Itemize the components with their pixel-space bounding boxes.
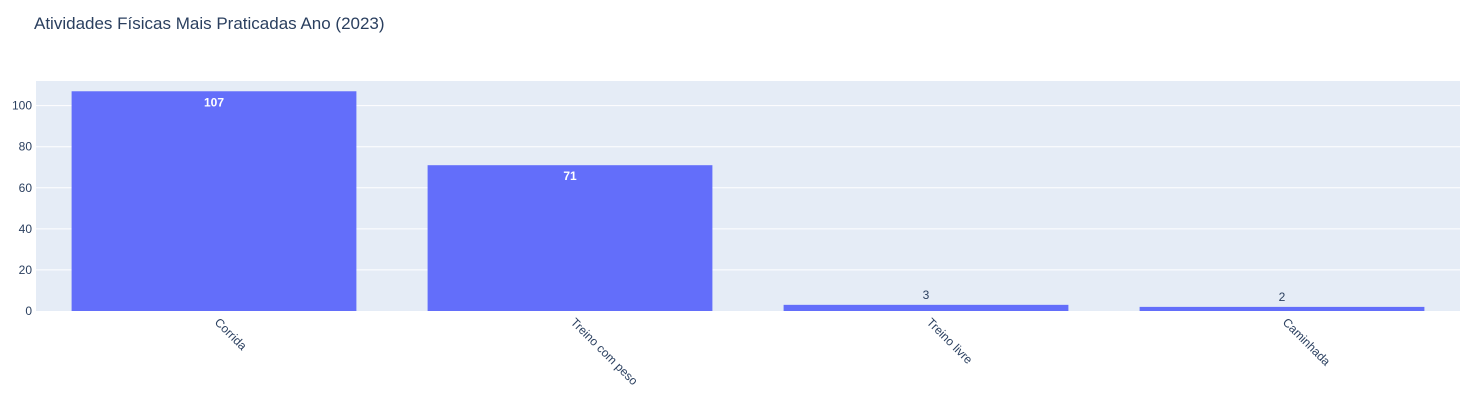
bars: 107 71 3 2 xyxy=(71,91,1425,312)
bar xyxy=(427,165,713,311)
x-axis-ticks: Corrida Treino com peso Treino livre Caminh… xyxy=(212,315,1334,388)
x-tick-label: Caminhada xyxy=(1280,315,1334,369)
x-tick-label: Treino livre xyxy=(924,315,976,367)
x-tick-label: Corrida xyxy=(212,315,250,353)
bar xyxy=(1139,306,1425,311)
x-tick-label: Treino com peso xyxy=(568,315,641,388)
bar-value-label: 3 xyxy=(923,288,930,302)
bar-value-label: 2 xyxy=(1279,290,1286,304)
y-tick-label: 60 xyxy=(19,181,33,195)
bar-value-label: 71 xyxy=(563,169,577,183)
y-tick-label: 100 xyxy=(12,99,32,113)
y-axis-ticks: 0 20 40 60 80 100 xyxy=(12,99,32,318)
y-tick-label: 80 xyxy=(19,140,33,154)
y-tick-label: 20 xyxy=(19,263,33,277)
bar xyxy=(71,91,357,312)
chart-title: Atividades Físicas Mais Praticadas Ano (… xyxy=(34,14,385,33)
y-tick-label: 40 xyxy=(19,222,33,236)
bar xyxy=(783,304,1069,311)
bar-value-label: 107 xyxy=(204,95,224,109)
y-tick-label: 0 xyxy=(25,304,32,318)
